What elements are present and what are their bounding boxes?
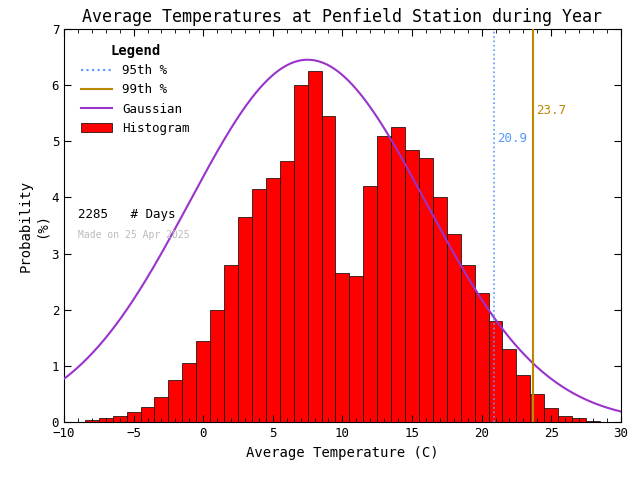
Bar [85,420,99,422]
Bar [113,416,127,422]
Bar [349,276,364,422]
Bar [280,161,294,422]
Bar [238,217,252,422]
Bar [141,407,154,422]
Bar [391,127,405,422]
Bar [572,419,586,422]
Bar [364,186,377,422]
Bar [558,416,572,422]
Text: 23.7: 23.7 [536,104,566,117]
Bar [433,197,447,422]
Bar [335,274,349,422]
Bar [419,158,433,422]
Text: 20.9: 20.9 [497,132,527,145]
Bar [168,380,182,422]
Bar [196,341,210,422]
Bar [252,189,266,422]
Bar [127,412,141,422]
Bar [308,71,321,422]
Bar [488,321,502,422]
Legend: 95th %, 99th %, Gaussian, Histogram: 95th %, 99th %, Gaussian, Histogram [76,39,195,140]
Bar [154,397,168,422]
Bar [182,363,196,422]
Text: Made on 25 Apr 2025: Made on 25 Apr 2025 [78,229,189,240]
Bar [377,136,391,422]
Y-axis label: Probability
(%): Probability (%) [19,180,49,272]
Bar [502,349,516,422]
X-axis label: Average Temperature (C): Average Temperature (C) [246,446,438,460]
Bar [531,394,544,422]
Bar [475,293,488,422]
Text: 2285   # Days: 2285 # Days [78,208,175,221]
Bar [224,265,238,422]
Bar [447,234,461,422]
Bar [461,265,475,422]
Bar [266,178,280,422]
Bar [586,420,600,422]
Bar [99,418,113,422]
Bar [516,374,531,422]
Bar [321,116,335,422]
Title: Average Temperatures at Penfield Station during Year: Average Temperatures at Penfield Station… [83,8,602,26]
Bar [294,85,308,422]
Bar [210,310,224,422]
Bar [544,408,558,422]
Bar [405,150,419,422]
